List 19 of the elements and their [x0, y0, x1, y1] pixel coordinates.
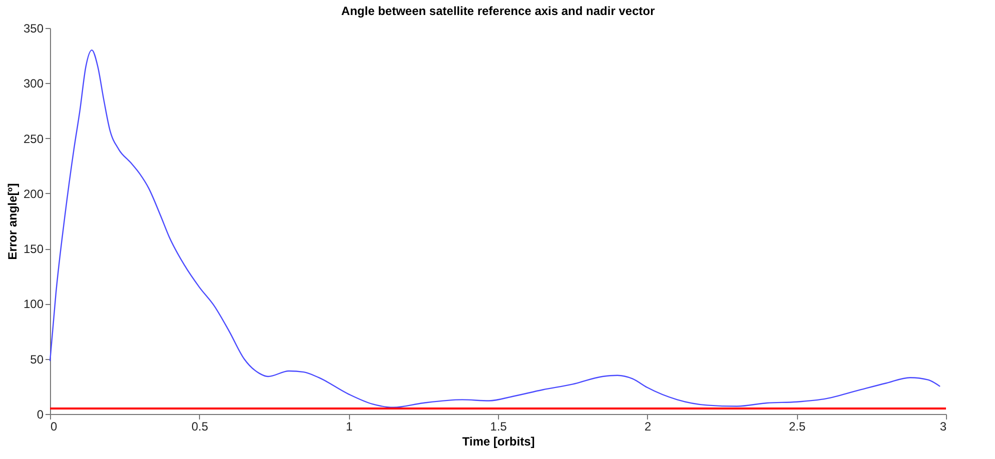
y-axis-title: Error angle[º]	[5, 183, 20, 260]
y-tick-label: 250	[23, 132, 44, 146]
x-tick-label: 1.5	[490, 420, 508, 434]
x-tick-label: 1	[346, 420, 353, 434]
line-series	[49, 49, 941, 408]
y-tick-label: 300	[23, 76, 44, 91]
y-tick-label: 50	[30, 352, 44, 366]
chart-title: Angle between satellite reference axis and nadir vector	[341, 4, 656, 18]
x-tick-label: 0.5	[191, 420, 208, 434]
y-tick-label: 350	[23, 22, 44, 36]
x-axis-title: Time [orbits]	[462, 434, 535, 448]
y-tick-label: 150	[23, 242, 44, 256]
x-tick-label: 0	[50, 420, 58, 434]
x-tick-label: 3	[940, 420, 947, 434]
x-tick-label: 2.5	[788, 420, 806, 434]
y-tick-label: 100	[23, 297, 44, 312]
x-tick-label: 2	[644, 420, 652, 434]
y-tick-label: 0	[36, 408, 44, 422]
y-tick-label: 200	[23, 186, 44, 201]
